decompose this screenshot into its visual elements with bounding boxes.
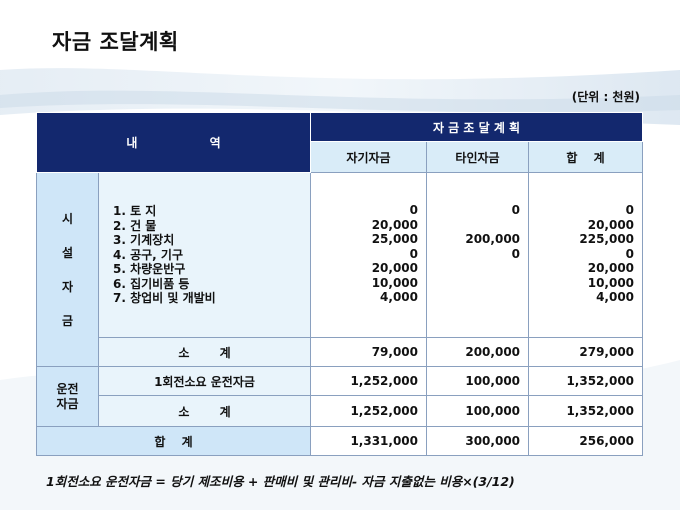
facility-subtotal-other: 200,000	[426, 337, 530, 367]
column-own-funds: 자기자금	[310, 141, 428, 173]
facility-subtotal-total: 279,000	[528, 337, 644, 367]
grand-total-total: 256,000	[528, 426, 644, 456]
facility-subtotal-own: 79,000	[310, 337, 428, 367]
facility-own-values: 0 20,000 25,000 0 20,000 10,000 4,000	[310, 172, 428, 338]
header-funding-plan: 자 금 조 달 계 획	[310, 112, 644, 142]
facility-total-values: 0 20,000 225,000 0 20,000 10,000 4,000	[528, 172, 644, 338]
working-other: 100,000	[426, 366, 530, 396]
header-item: 내 역	[35, 112, 312, 173]
grand-total-label: 합 계	[35, 426, 312, 456]
list-item: 3. 기계장치	[113, 233, 175, 248]
table-row: 합 계 1,331,000 300,000 256,000	[35, 426, 644, 456]
grand-total-other: 300,000	[426, 426, 530, 456]
working-funds-label: 운전 자금	[36, 366, 99, 427]
list-item: 7. 창업비 및 개발비	[113, 291, 216, 306]
funding-plan-table: 내 역 자 금 조 달 계 획 자기자금 타인자금 합 계 시 설 자 금 1.…	[35, 112, 644, 456]
facility-other-values: 0 ​ 200,000 0	[426, 172, 530, 338]
table-row: 소 계 1,252,000 100,000 1,352,000	[37, 395, 644, 427]
list-item: 1. 토 지	[113, 204, 157, 219]
working-subtotal-label: 소 계	[97, 395, 312, 427]
working-total: 1,352,000	[528, 366, 644, 396]
list-item: 4. 공구, 기구	[113, 247, 183, 262]
page-title: 자금 조달계획	[52, 30, 179, 54]
working-subtotal-own: 1,252,000	[310, 395, 428, 427]
facility-funds-label: 시 설 자 금	[36, 172, 99, 367]
list-item: 2. 건 물	[113, 218, 157, 233]
working-capital-label: 1회전소요 운전자금	[97, 366, 312, 396]
working-subtotal-total: 1,352,000	[528, 395, 644, 427]
list-item: 5. 차량운반구	[113, 262, 186, 277]
table-row: 운전 자금 1회전소요 운전자금 1,252,000 100,000 1,352…	[36, 366, 644, 427]
list-item: 6. 집기비품 등	[113, 276, 190, 291]
working-own: 1,252,000	[310, 366, 428, 396]
footnote-formula: 1회전소요 운전자금 = 당기 제조비용 + 판매비 및 관리비- 자금 지출없…	[46, 474, 515, 489]
unit-note: (단위 : 천원)	[571, 90, 640, 104]
working-subtotal-other: 100,000	[426, 395, 530, 427]
facility-subtotal-label: 소 계	[97, 337, 312, 367]
column-total: 합 계	[528, 141, 644, 173]
table-row: 소 계 79,000 200,000 279,000	[37, 337, 644, 367]
column-other-funds: 타인자금	[426, 141, 530, 173]
facility-items: 1. 토 지 2. 건 물 3. 기계장치 4. 공구, 기구 5. 차량운반구…	[97, 172, 312, 338]
grand-total-own: 1,331,000	[310, 426, 428, 456]
